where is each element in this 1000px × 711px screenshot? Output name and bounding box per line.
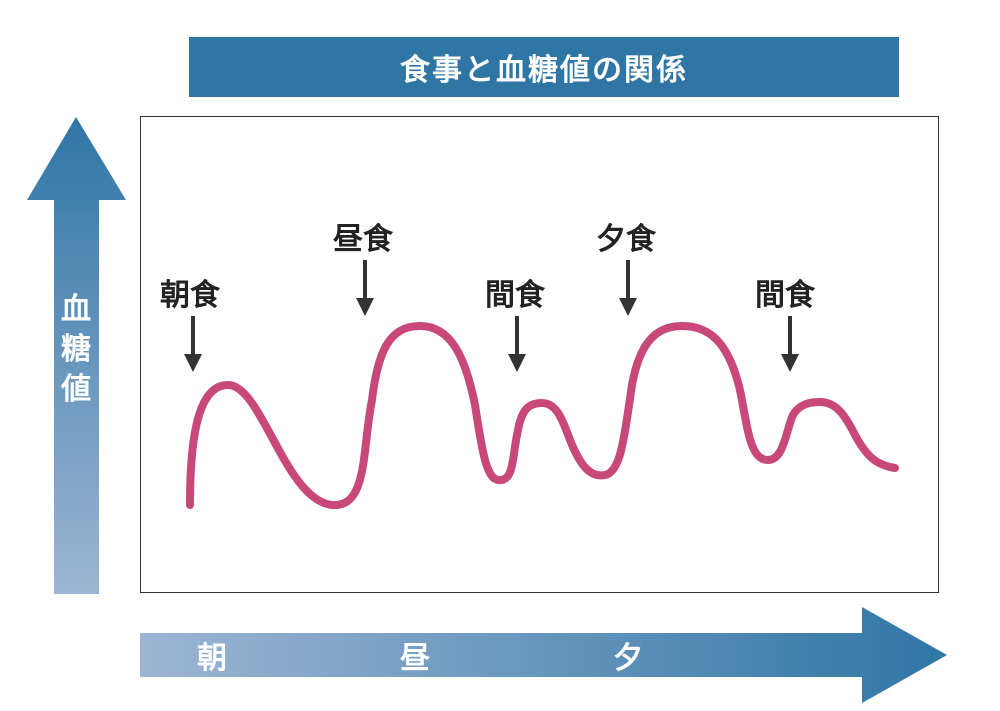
meal-label-dinner: 夕食 xyxy=(596,222,656,257)
plot-area xyxy=(140,116,939,593)
meal-label-snack-night: 間食 xyxy=(755,278,815,313)
y-axis-arrow xyxy=(27,117,126,594)
y-axis-label-char: 血 xyxy=(61,292,91,327)
x-axis-label-morning: 朝 xyxy=(197,641,227,676)
x-axis-label-noon: 昼 xyxy=(400,641,430,676)
y-axis-label: 血 糖 値 xyxy=(53,290,99,410)
x-axis-label-evening: 夕 xyxy=(613,641,643,676)
y-axis-label-char: 値 xyxy=(61,372,91,407)
diagram-title: 食事と血糖値の関係 xyxy=(189,37,899,97)
x-axis-arrow xyxy=(140,607,947,703)
y-axis-label-char: 糖 xyxy=(61,332,91,367)
meal-label-lunch: 昼食 xyxy=(333,222,393,257)
meal-label-breakfast: 朝食 xyxy=(160,278,220,313)
meal-label-snack-afternoon: 間食 xyxy=(485,278,545,313)
